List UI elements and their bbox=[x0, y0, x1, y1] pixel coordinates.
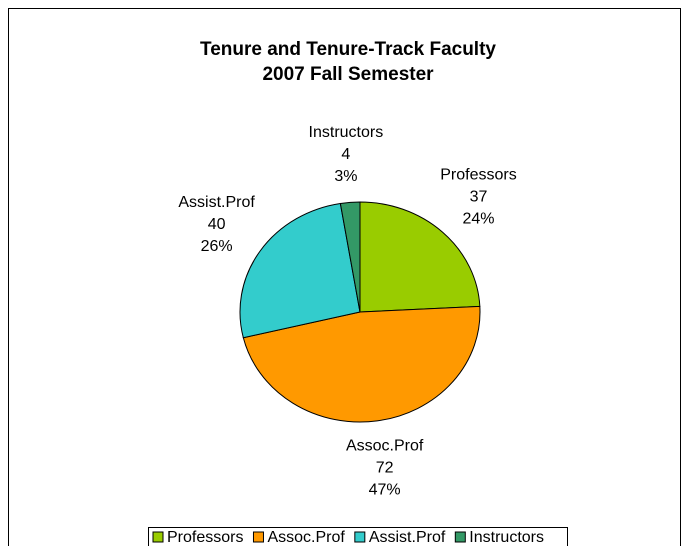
legend-label: Assoc.Prof bbox=[267, 529, 345, 546]
legend-swatch bbox=[152, 531, 164, 543]
pie-slice bbox=[242, 305, 481, 423]
legend-swatch bbox=[454, 531, 466, 543]
pie-slice bbox=[359, 201, 481, 313]
data-label-value: 37 bbox=[470, 189, 488, 206]
chart-border bbox=[8, 8, 681, 546]
pie-slice bbox=[339, 201, 361, 313]
legend-label: Assist.Prof bbox=[369, 529, 446, 546]
legend-swatch bbox=[252, 531, 264, 543]
legend-label: Instructors bbox=[469, 529, 544, 546]
data-label-name: Professors bbox=[440, 167, 516, 184]
data-label-percent: 24% bbox=[462, 211, 494, 228]
legend-label: Professors bbox=[167, 529, 243, 546]
data-label-value: 40 bbox=[208, 216, 226, 233]
data-label-value: 4 bbox=[341, 146, 350, 163]
data-label-value: 72 bbox=[376, 460, 394, 477]
legend-swatch bbox=[354, 531, 366, 543]
chart-title: Tenure and Tenure-Track Faculty bbox=[200, 39, 496, 60]
data-label-percent: 47% bbox=[369, 482, 401, 499]
data-label-name: Instructors bbox=[309, 124, 384, 141]
chart-subtitle: 2007 Fall Semester bbox=[262, 64, 434, 85]
data-label-name: Assoc.Prof bbox=[346, 438, 424, 455]
pie-slice bbox=[239, 202, 361, 339]
data-label-percent: 26% bbox=[201, 238, 233, 255]
data-label-name: Assist.Prof bbox=[178, 194, 255, 211]
data-label-percent: 3% bbox=[334, 168, 357, 185]
